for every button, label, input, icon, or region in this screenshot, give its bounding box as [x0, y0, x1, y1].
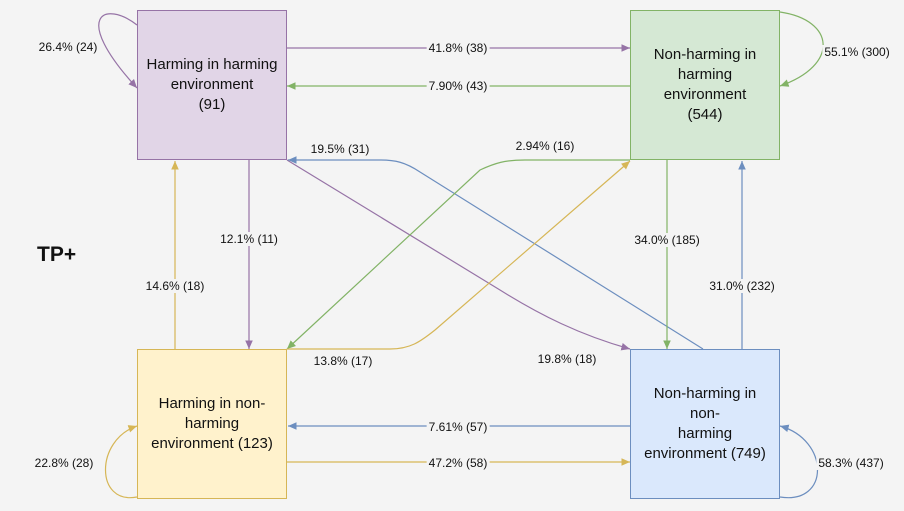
arrow-nh-to-hn	[286, 159, 630, 350]
edge-label-nh-to-hh: 7.90% (43)	[426, 79, 490, 93]
node-label: Non-harming in non- harming environment …	[644, 385, 766, 462]
arrow-nh-self	[779, 11, 824, 87]
edge-label-hh-self: 26.4% (24)	[36, 40, 100, 54]
edge-label-hh-to-nn: 19.8% (18)	[535, 352, 599, 366]
arrow-hn-self	[105, 425, 138, 499]
edge-label-nh-self: 55.1% (300)	[822, 45, 892, 59]
edge-label-nn-to-hh: 19.5% (31)	[308, 142, 372, 156]
node-nonharming-in-harming: Non-harming in harming environment (544)	[630, 10, 780, 160]
diagram-tag: TP+	[37, 243, 77, 266]
edge-label-hn-to-hh: 14.6% (18)	[143, 279, 207, 293]
arrow-hn-to-nh	[287, 160, 631, 350]
node-label: Harming in harming environment (91)	[146, 56, 278, 113]
edge-label-hn-to-nn: 47.2% (58)	[426, 456, 490, 470]
edge-label-hn-to-nh: 13.8% (17)	[311, 354, 375, 368]
edge-label-nh-to-nn: 34.0% (185)	[632, 233, 702, 247]
arrow-nn-self	[779, 424, 818, 499]
edge-label-nn-self: 58.3% (437)	[816, 456, 886, 470]
node-label: Non-harming in harming environment (544)	[653, 46, 757, 123]
node-nonharming-in-nonharming: Non-harming in non- harming environment …	[630, 349, 780, 499]
edge-label-hh-to-hn: 12.1% (11)	[218, 232, 280, 246]
arrow-hh-to-nn	[286, 159, 631, 351]
edge-label-nh-to-hn: 2.94% (16)	[513, 139, 577, 153]
node-harming-in-harming: Harming in harming environment (91)	[137, 10, 287, 160]
arrow-nn-to-hh	[288, 156, 704, 350]
edge-label-nn-to-nh: 31.0% (232)	[707, 279, 777, 293]
edge-label-hn-self: 22.8% (28)	[32, 456, 96, 470]
node-harming-in-nonharming: Harming in non- harming environment (123…	[137, 349, 287, 499]
node-label: Harming in non- harming environment (123…	[151, 395, 273, 452]
arrow-hh-self	[98, 13, 138, 89]
edge-label-hh-to-nh: 41.8% (38)	[426, 41, 490, 55]
edge-label-nn-to-hn: 7.61% (57)	[426, 420, 490, 434]
